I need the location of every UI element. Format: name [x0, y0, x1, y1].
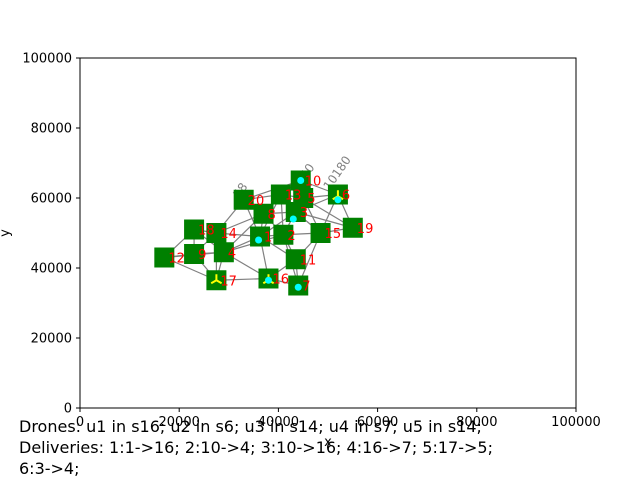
station-label: 11 — [300, 253, 317, 268]
x-tick-label: 40000 — [258, 415, 299, 430]
x-tick-label: 100000 — [551, 415, 601, 430]
station-label: 2 — [287, 229, 295, 244]
y-tick-label: 20000 — [31, 332, 72, 347]
station-label: 4 — [228, 246, 236, 261]
depot-marker-arm — [215, 279, 223, 285]
drones-layer — [255, 177, 342, 291]
y-tick-label: 100000 — [22, 52, 72, 67]
station-label: 13 — [285, 189, 302, 204]
caption-line-2: Deliveries: 1:1->16; 2:10->4; 3:10->16; … — [19, 438, 493, 457]
station-marker — [285, 249, 306, 270]
station-label: 3 — [300, 206, 308, 221]
station-label: 8 — [268, 208, 276, 223]
drone-marker — [297, 177, 305, 184]
station-label: 16 — [272, 273, 289, 288]
x-tick-label: 0 — [76, 415, 84, 430]
station-label: 5 — [307, 192, 315, 207]
station-label: 19 — [357, 222, 374, 237]
drone-marker — [255, 236, 263, 244]
drone-marker — [334, 196, 342, 204]
y-tick-label: 80000 — [31, 122, 72, 137]
station-label: 15 — [325, 227, 342, 242]
station-marker — [206, 223, 227, 243]
x-axis-label: x — [324, 435, 332, 450]
station-marker — [310, 223, 331, 243]
drone-marker — [294, 283, 302, 291]
depot-marker — [210, 274, 223, 285]
y-tick-label: 40000 — [31, 262, 72, 277]
drone-marker — [289, 215, 297, 223]
y-tick-label: 0 — [64, 402, 72, 417]
station-label: 6 — [342, 189, 350, 204]
plot-frame — [79, 57, 577, 409]
station-marker — [342, 217, 363, 238]
caption-line-1: Drones: u1 in s16; u2 in s6; u3 in s14; … — [19, 417, 482, 436]
station-label: 18 — [198, 224, 215, 239]
y-axis-label: y — [0, 229, 13, 237]
station-marker — [293, 188, 314, 208]
y-tick-label: 60000 — [31, 192, 72, 207]
station-marker — [184, 219, 205, 240]
station-marker — [253, 203, 274, 224]
station-marker — [233, 189, 254, 210]
station-marker — [154, 247, 175, 268]
station-label: 1 — [264, 231, 272, 246]
x-tick-label: 80000 — [456, 415, 497, 430]
station-label: 12 — [168, 252, 185, 267]
caption-line-3: 6:3->4; — [19, 459, 80, 478]
station-label: 9 — [198, 248, 206, 263]
station-marker — [270, 184, 291, 205]
x-tick-label: 60000 — [357, 415, 398, 430]
drone-marker — [264, 276, 272, 284]
station-marker — [250, 226, 271, 247]
station-marker — [273, 224, 294, 245]
station-label: 7 — [302, 280, 310, 295]
station-marker — [213, 242, 234, 263]
depot-marker-arm — [210, 279, 217, 285]
station-label: 14 — [220, 227, 237, 242]
axes-layer: 0 20000 40000 60000 80000 100000 0 20000 40000 60… — [0, 52, 601, 451]
status-caption: Drones: u1 in s16; u2 in s6; u3 in s14; … — [19, 416, 629, 479]
station-label: 17 — [220, 274, 237, 289]
station-label: 10 — [305, 175, 322, 190]
station-marker — [184, 244, 205, 264]
station-label: 20 — [248, 194, 265, 209]
x-tick-label: 20000 — [159, 415, 200, 430]
